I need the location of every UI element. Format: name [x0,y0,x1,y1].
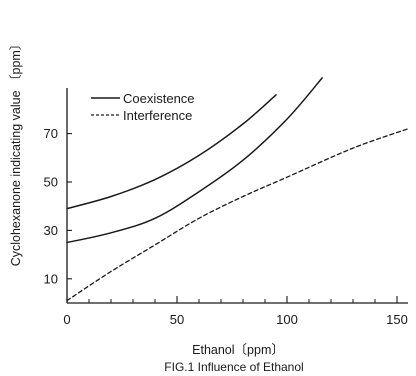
x-tick-label: 50 [170,312,184,327]
series-line-3 [66,128,409,302]
y-tick-label: 50 [44,175,58,190]
y-tick-label: 30 [44,223,58,238]
legend: Coexistence Interference [91,91,195,123]
legend-label: Interference [123,108,192,123]
legend-label: Coexistence [123,91,195,106]
y-tick-label: 10 [44,271,58,286]
series-line-1 [66,94,277,210]
x-tick-label: 0 [63,312,70,327]
x-tick-label: 150 [386,312,408,327]
x-axis-title: Ethanol〔ppm〕 [192,343,284,357]
y-axis-title: Cyclohexanone indicating value 〔ppm〕 [9,38,23,267]
y-tick-label: 70 [44,126,58,141]
axes: 0 50 100 150 10 30 50 70 [44,88,408,327]
x-tick-label: 100 [276,312,298,327]
figure-caption: FIG.1 Influence of Ethanol [164,360,303,374]
series-line-2 [66,77,323,244]
series-layer [66,77,409,302]
